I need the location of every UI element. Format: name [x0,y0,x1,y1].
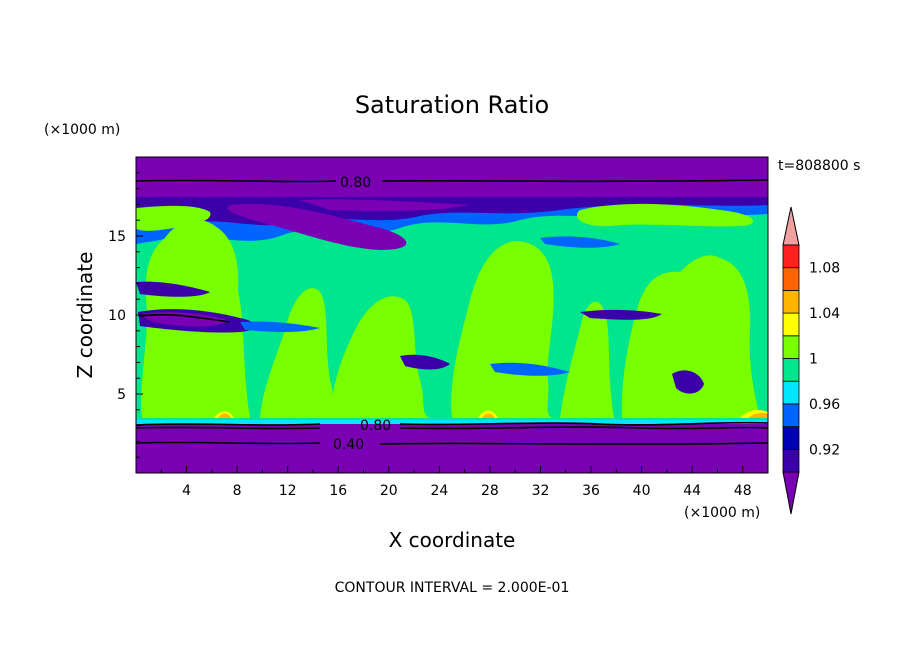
colorbar-tick-label: 1.04 [809,306,840,322]
surface-supersat-patches [136,410,768,424]
upper-tropo-purple-streak-2 [300,199,470,212]
colorbar-swatch [782,448,800,473]
colorbar-tick-label: 0.96 [809,397,840,413]
colorbar-over-triangle [782,206,800,246]
x-tick-label: 20 [380,483,398,499]
colorbar-tick-label: 1.08 [809,261,840,277]
x-tick-label: 8 [233,483,242,499]
mid-level-dry-streaks [136,236,704,394]
x-axis-label: X coordinate [389,528,516,552]
top-dry-layer [136,157,768,197]
colorbar: 1.08 1.04 1 0.96 0.92 [782,206,840,515]
colorbar-swatch [782,335,800,359]
x-tick-label: 40 [633,483,651,499]
y-tick-label: 15 [108,229,126,245]
contour-interval-footer: CONTOUR INTERVAL = 2.000E-01 [335,580,570,596]
x-tick-label: 12 [279,483,297,499]
colorbar-swatch [782,380,800,405]
chart-title: Saturation Ratio [355,91,549,119]
time-label: t=808800 s [778,158,860,174]
y-unit-label: (×1000 m) [44,122,120,138]
colorbar-swatch [782,312,800,337]
x-axis-ticks: 4 8 12 16 20 24 28 32 36 40 44 48 [160,466,752,499]
colorbar-swatch [782,289,800,314]
y-tick-label: 10 [108,308,126,324]
colorbar-tick-label: 0.92 [809,442,840,458]
x-unit-label: (×1000 m) [684,505,760,521]
contour-label-mid: 0.80 [360,418,391,434]
x-tick-label: 32 [532,483,550,499]
y-axis-label: Z coordinate [73,252,97,379]
contour-label-low: 0.40 [333,437,364,453]
contour-label-top: 0.80 [340,175,371,191]
colorbar-under-triangle [782,471,800,515]
colorbar-tick-label: 1 [809,352,818,368]
x-tick-label: 16 [329,483,347,499]
bottom-dry-layer [136,422,768,473]
colorbar-swatch [782,426,800,450]
colorbar-swatch [782,403,800,427]
x-tick-label: 28 [481,483,499,499]
colorbar-swatch [782,358,800,382]
x-tick-label: 24 [430,483,448,499]
upper-tropo-purple-streak [227,204,407,250]
plot-area: 0.80 0.80 0.40 [136,157,768,473]
x-tick-label: 36 [582,483,600,499]
x-tick-label: 4 [182,483,191,499]
colorbar-swatch [782,267,800,291]
y-tick-label: 5 [117,387,126,403]
y-axis-ticks: 5 10 15 [108,172,143,458]
x-tick-label: 48 [734,483,752,499]
x-tick-label: 44 [683,483,701,499]
colorbar-swatch [782,244,800,269]
contour-lines [136,179,768,445]
